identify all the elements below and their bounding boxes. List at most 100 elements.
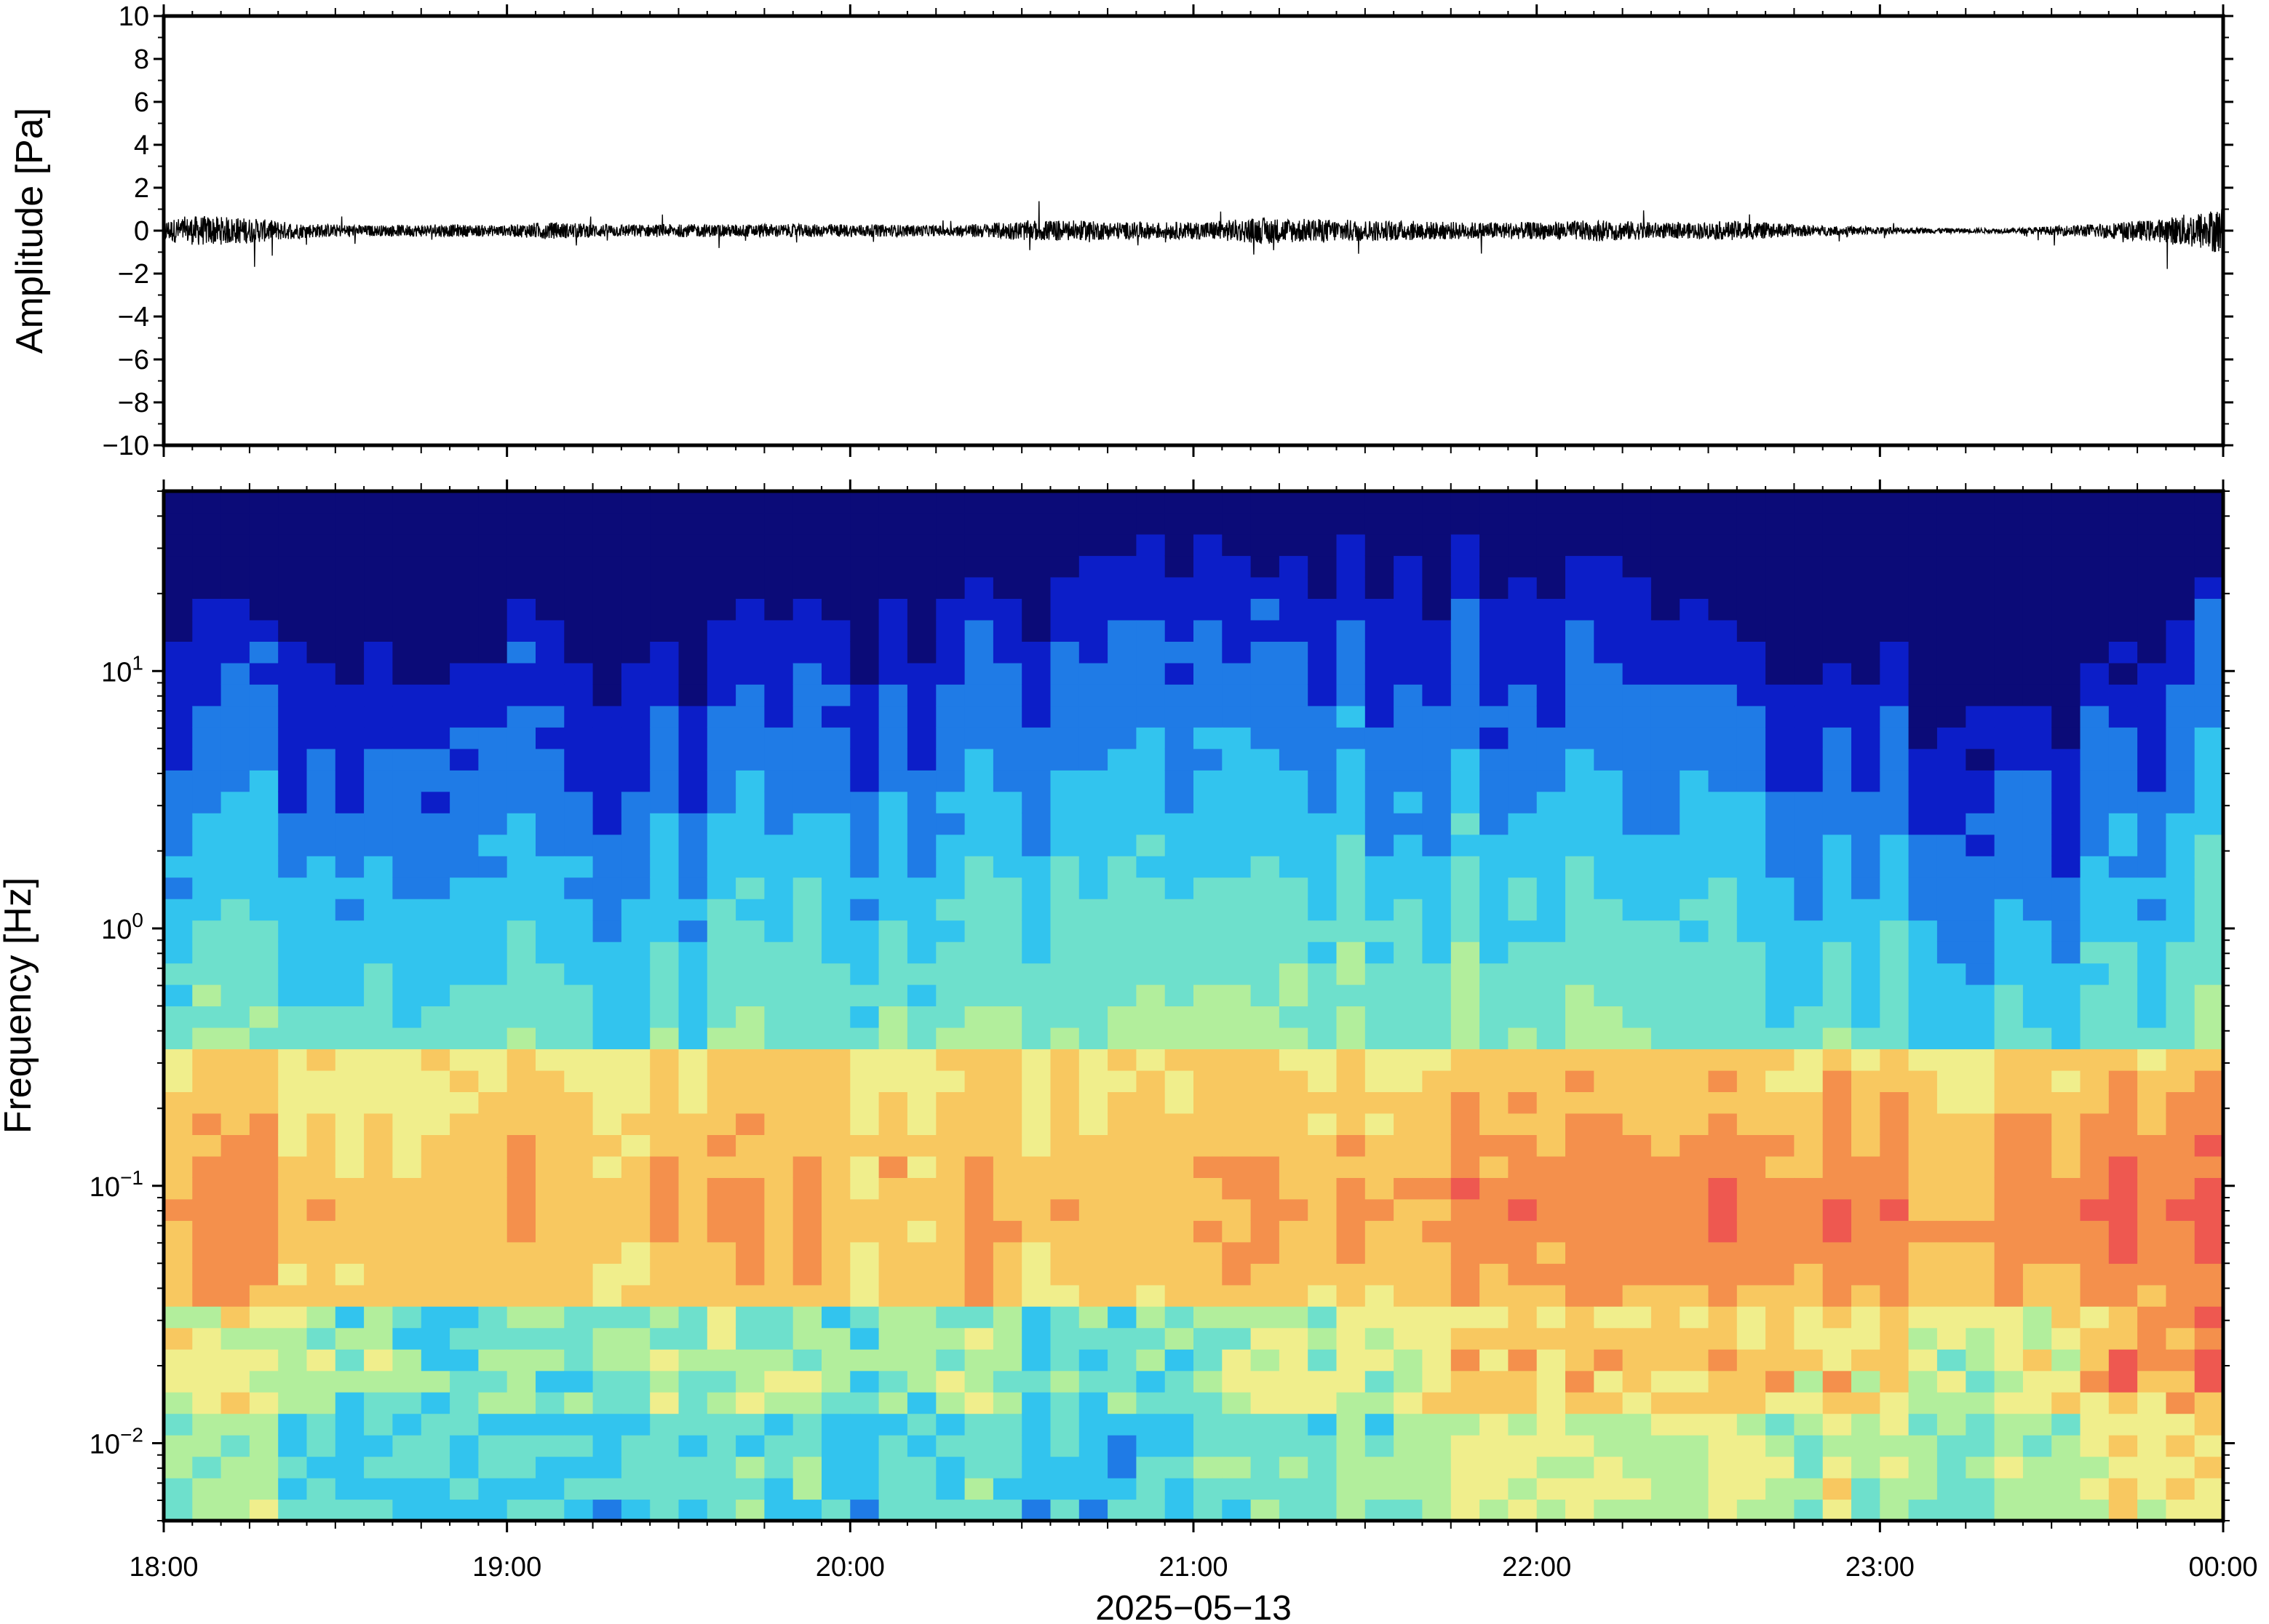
spectrogram-cell: [164, 791, 193, 813]
spectrogram-cell: [964, 662, 994, 685]
spectrogram-cell: [736, 1370, 765, 1393]
spectrogram-cell: [536, 491, 565, 514]
spectrogram-cell: [850, 1220, 880, 1243]
spectrogram-cell: [2137, 834, 2166, 856]
spectrogram-cell: [1422, 1327, 1452, 1350]
spectrogram-cell: [2194, 1048, 2223, 1071]
spectrogram-cell: [907, 856, 937, 878]
spectrogram-cell: [1880, 1370, 1910, 1393]
spectrogram-cell: [1936, 1263, 1966, 1286]
spectrogram-cell: [1680, 1370, 1709, 1393]
spectrogram-cell: [1022, 856, 1052, 878]
spectrogram-cell: [1594, 1413, 1624, 1436]
spectrogram-cell: [306, 1306, 336, 1329]
spectrogram-cell: [164, 1413, 193, 1436]
spectrogram-cell: [1565, 1284, 1594, 1307]
spectrogram-cell: [1078, 705, 1108, 728]
spectrogram-cell: [421, 727, 450, 749]
spectrogram-cell: [249, 877, 279, 899]
spectrogram-cell: [1880, 1027, 1910, 1050]
spectrogram-cell: [650, 920, 680, 942]
spectrogram-cell: [164, 1263, 193, 1286]
spectrogram-cell: [936, 1392, 966, 1414]
spectrogram-cell: [450, 534, 479, 557]
spectrogram-cell: [1222, 1198, 1252, 1221]
spectrogram-cell: [993, 598, 1022, 621]
waveform-y-tick-label: −8: [118, 388, 149, 418]
spectrogram-cell: [1022, 534, 1052, 557]
spectrogram-cell: [878, 942, 908, 964]
spectrogram-cell: [792, 1306, 822, 1329]
spectrogram-cell: [936, 791, 966, 813]
spectrogram-cell: [1880, 856, 1910, 878]
spectrogram-cell: [421, 705, 450, 728]
spectrogram-cell: [392, 555, 422, 578]
spectrogram-cell: [2137, 899, 2166, 921]
spectrogram-cell: [1708, 576, 1738, 599]
spectrogram-cell: [1536, 1112, 1566, 1135]
spectrogram-cell: [1908, 963, 1938, 985]
spectrogram-cell: [2022, 491, 2052, 514]
spectrogram-cell: [1622, 813, 1652, 835]
spectrogram-cell: [164, 963, 193, 985]
spectrogram-cell: [478, 791, 508, 813]
spectrogram-cell: [278, 984, 308, 1007]
spectrogram-cell: [592, 1370, 622, 1393]
spectrogram-cell: [2022, 662, 2052, 685]
spectrogram-cell: [536, 1499, 565, 1521]
spectrogram-cell: [2137, 534, 2166, 557]
spectrogram-cell: [1078, 856, 1108, 878]
spectrogram-cell: [478, 491, 508, 514]
spectrogram-cell: [536, 1027, 565, 1050]
spectrogram-cell: [1966, 1177, 1995, 1200]
spectrogram-cell: [2108, 920, 2138, 942]
spectrogram-cell: [1078, 1499, 1108, 1521]
spectrogram-cell: [707, 1091, 736, 1114]
spectrogram-cell: [850, 1306, 880, 1329]
spectrogram-cell: [878, 1134, 908, 1157]
spectrogram-cell: [536, 834, 565, 856]
spectrogram-cell: [1308, 1241, 1338, 1264]
spectrogram-cell: [1394, 1327, 1423, 1350]
spectrogram-cell: [2108, 576, 2138, 599]
spectrogram-cell: [678, 598, 708, 621]
spectrogram-cell: [1222, 942, 1252, 964]
spectrogram-cell: [164, 1435, 193, 1457]
spectrogram-cell: [1193, 619, 1223, 642]
spectrogram-cell: [1680, 1413, 1709, 1436]
spectrogram-cell: [1880, 963, 1910, 985]
spectrogram-cell: [2051, 1456, 2081, 1478]
spectrogram-cell: [564, 1478, 594, 1500]
spectrogram-cell: [421, 984, 450, 1007]
spectrogram-cell: [1422, 641, 1452, 664]
spectrogram-cell: [1880, 1499, 1910, 1521]
spectrogram-cell: [1880, 1413, 1910, 1436]
spectrogram-cell: [536, 1177, 565, 1200]
spectrogram-cell: [478, 834, 508, 856]
spectrogram-cell: [249, 1091, 279, 1114]
spectrogram-cell: [878, 1263, 908, 1286]
spectrogram-cell: [1622, 1499, 1652, 1521]
spectrogram-cell: [2137, 1177, 2166, 1200]
spectrogram-cell: [364, 1478, 393, 1500]
spectrogram-cell: [2194, 598, 2223, 621]
spectrogram-cell: [450, 1306, 479, 1329]
spectrogram-cell: [1880, 662, 1910, 685]
spectrogram-cell: [1680, 491, 1709, 514]
spectrogram-cell: [1650, 641, 1680, 664]
spectrogram-cell: [1193, 791, 1223, 813]
spectrogram-cell: [506, 1284, 536, 1307]
spectrogram-cell: [1078, 1284, 1108, 1307]
spectrogram-cell: [1422, 1306, 1452, 1329]
spectrogram-cell: [2022, 963, 2052, 985]
spectrogram-cell: [364, 1349, 393, 1372]
spectrogram-cell: [1508, 576, 1538, 599]
spectrogram-cell: [2080, 813, 2110, 835]
spectrogram-cell: [1822, 1478, 1852, 1500]
spectrogram-cell: [564, 1284, 594, 1307]
spectrogram-cell: [278, 684, 308, 706]
spectrogram-cell: [1336, 1413, 1366, 1436]
spectrogram-cell: [993, 1134, 1022, 1157]
spectrogram-cell: [2166, 1456, 2196, 1478]
spectrogram-cell: [506, 576, 536, 599]
